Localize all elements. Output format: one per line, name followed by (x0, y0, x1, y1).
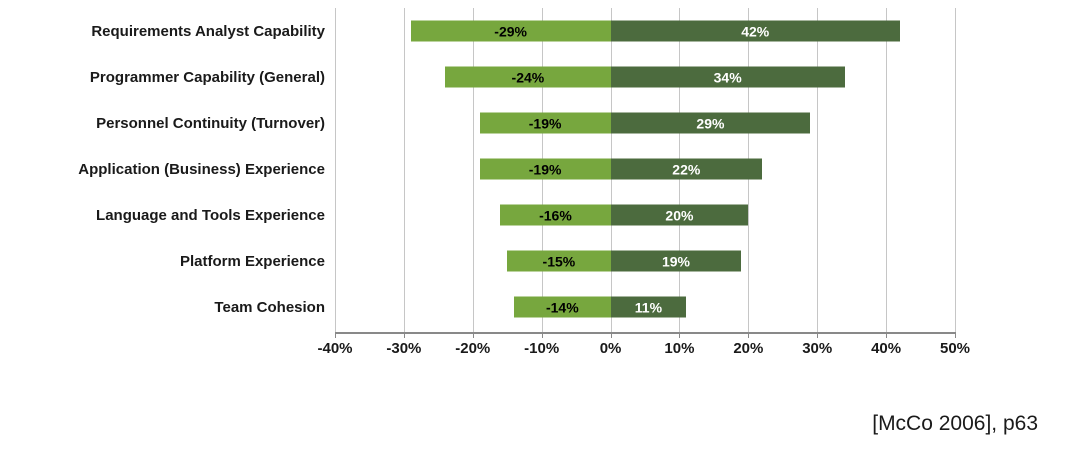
axis-tick (541, 334, 543, 338)
gridline (817, 8, 819, 332)
chart-row: Application (Business) Experience -19% 22% (0, 146, 1066, 192)
chart-row: Language and Tools Experience -16% 20% (0, 192, 1066, 238)
axis-tick (403, 334, 405, 338)
axis-tick (335, 334, 336, 338)
diverging-bar-chart: Requirements Analyst Capability -29% 42% Pr… (0, 8, 1066, 368)
decrease-bar: -19% (479, 112, 611, 134)
decrease-bar: -24% (445, 66, 611, 88)
increase-bar: 29% (610, 112, 811, 134)
category-label: Platform Experience (179, 252, 325, 270)
increase-bar: 42% (610, 20, 900, 42)
gridline (403, 8, 405, 332)
chart-row: Programmer Capability (General) -24% 34% (0, 54, 1066, 100)
decrease-bar: -16% (500, 204, 611, 226)
gridline (335, 8, 336, 332)
chart-rows: Requirements Analyst Capability -29% 42% Pr… (0, 8, 1066, 330)
decrease-bar: -14% (514, 296, 611, 318)
x-tick-label: 30% (802, 340, 833, 357)
axis-tick (817, 334, 819, 338)
axis-tick (679, 334, 681, 338)
category-label: Language and Tools Experience (96, 206, 325, 224)
axis-tick (610, 334, 612, 338)
axis-tick (886, 334, 888, 338)
chart-row: Platform Experience -15% 19% (0, 238, 1066, 284)
increase-bar: 22% (610, 158, 763, 180)
x-tick-label: -30% (386, 340, 422, 357)
category-label: Application (Business) Experience (78, 160, 325, 178)
gridline (886, 8, 888, 332)
increase-bar: 11% (610, 296, 687, 318)
category-label: Personnel Continuity (Turnover) (96, 114, 325, 132)
category-label: Requirements Analyst Capability (91, 22, 325, 40)
x-tick-label: -20% (455, 340, 491, 357)
bar-track: -14% 11% (335, 284, 955, 330)
source-citation: [McCo 2006], p63 (872, 412, 1038, 435)
bar-track: -29% 42% (335, 8, 955, 54)
x-tick-label: -40% (317, 340, 353, 357)
x-axis-line (335, 332, 956, 334)
bar-track: -24% 34% (335, 54, 955, 100)
bar-track: -15% 19% (335, 238, 955, 284)
x-tick-label: 20% (733, 340, 764, 357)
x-tick-label: 10% (664, 340, 695, 357)
decrease-bar: -29% (410, 20, 611, 42)
category-label: Programmer Capability (General) (89, 68, 325, 86)
decrease-bar: -19% (479, 158, 611, 180)
chart-row: Team Cohesion -14% 11% (0, 284, 1066, 330)
bar-track: -16% 20% (335, 192, 955, 238)
decrease-bar: -15% (507, 250, 611, 272)
x-tick-label: 40% (871, 340, 902, 357)
bar-track: -19% 29% (335, 100, 955, 146)
category-label: Team Cohesion (214, 298, 325, 316)
chart-row: Requirements Analyst Capability -29% 42% (0, 8, 1066, 54)
axis-tick (748, 334, 750, 338)
increase-bar: 19% (610, 250, 742, 272)
x-axis-labels: -40% -30% -20% -10% 0% 10% 20% 30% 40% 50% (317, 340, 970, 364)
x-tick-label: 0% (599, 340, 622, 357)
increase-bar: 20% (610, 204, 749, 226)
x-tick-label: 50% (939, 340, 971, 357)
gridline (472, 8, 474, 332)
axis-tick (472, 334, 474, 338)
increase-bar: 34% (610, 66, 845, 88)
chart-row: Personnel Continuity (Turnover) -19% 29% (0, 100, 1066, 146)
gridline (955, 8, 956, 332)
x-tick-label: -10% (524, 340, 560, 357)
axis-tick (955, 334, 956, 338)
bar-track: -19% 22% (335, 146, 955, 192)
